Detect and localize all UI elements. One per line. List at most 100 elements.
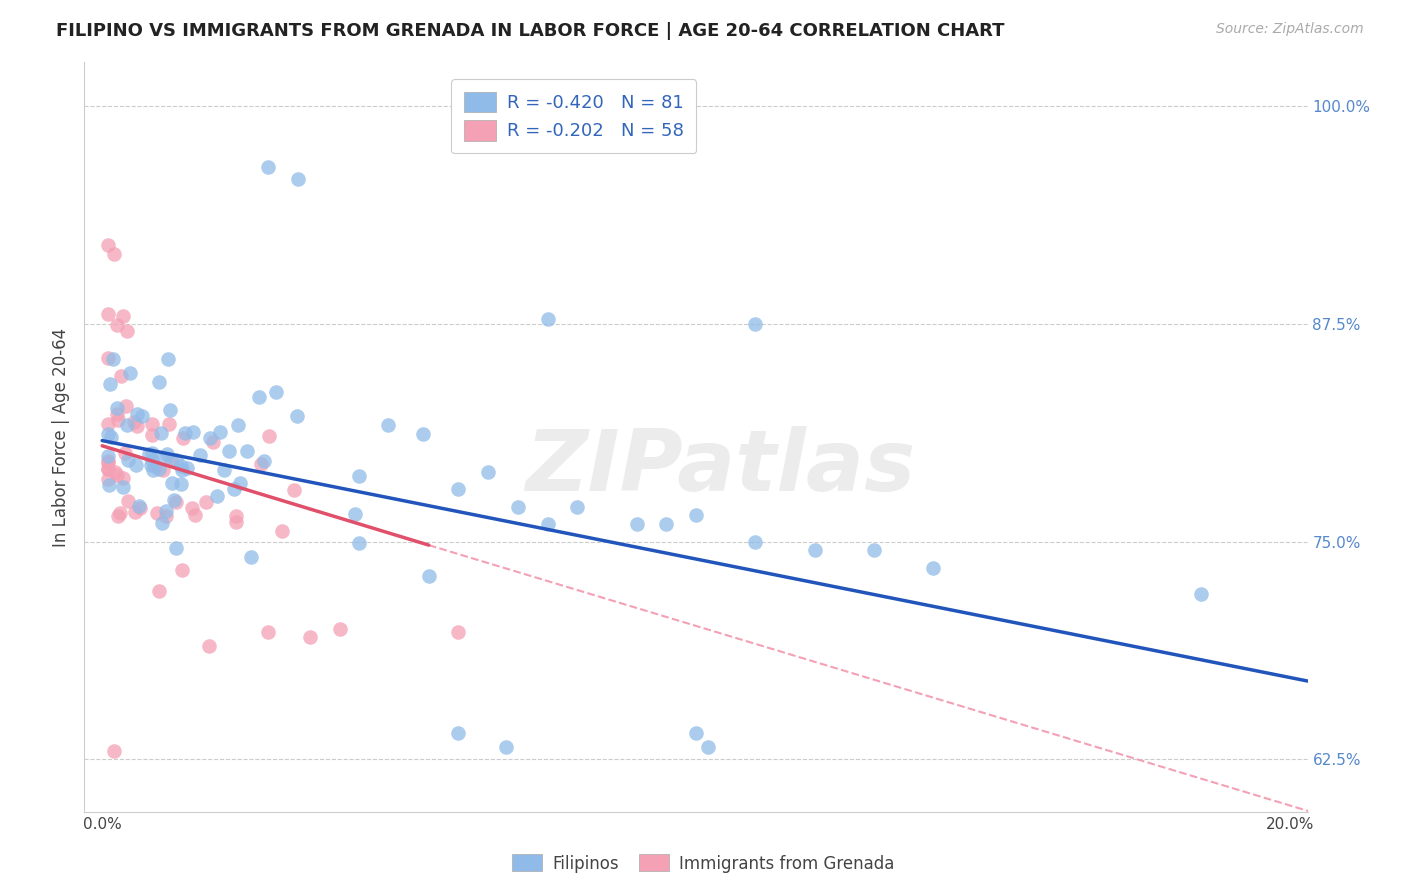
Point [115, 418, 138, 433]
Point [148, 461, 170, 475]
Point [97, 307, 120, 321]
Point [188, 448, 211, 462]
Legend: R = -0.420   N = 81, R = -0.202   N = 58: R = -0.420 N = 81, R = -0.202 N = 58 [451, 79, 696, 153]
Point [105, 468, 128, 483]
Point [97, 462, 120, 476]
Point [329, 622, 352, 636]
Point [124, 415, 146, 429]
Point [156, 351, 179, 366]
Point [495, 740, 517, 755]
Point [285, 409, 308, 423]
Point [103, 247, 125, 261]
Point [165, 495, 187, 509]
Point [170, 477, 193, 491]
Point [131, 409, 153, 423]
Point [863, 543, 886, 558]
Point [626, 517, 648, 532]
Point [184, 508, 207, 523]
Point [107, 413, 129, 427]
Y-axis label: In Labor Force | Age 20-64: In Labor Force | Age 20-64 [52, 327, 70, 547]
Point [477, 465, 499, 479]
Point [172, 431, 194, 445]
Point [159, 453, 181, 467]
Point [97, 454, 120, 468]
Point [120, 366, 142, 380]
Point [377, 417, 399, 432]
Text: ZIPatlas: ZIPatlas [526, 425, 915, 508]
Point [98, 376, 121, 391]
Point [447, 625, 470, 640]
Text: FILIPINO VS IMMIGRANTS FROM GRENADA IN LABOR FORCE | AGE 20-64 CORRELATION CHART: FILIPINO VS IMMIGRANTS FROM GRENADA IN L… [56, 22, 1005, 40]
Point [152, 463, 174, 477]
Point [160, 476, 183, 491]
Point [205, 489, 228, 503]
Point [129, 500, 152, 515]
Point [97, 449, 120, 463]
Point [447, 726, 470, 740]
Point [170, 563, 193, 577]
Point [1189, 587, 1212, 601]
Point [105, 318, 128, 332]
Point [107, 508, 129, 523]
Point [170, 463, 193, 477]
Point [250, 458, 273, 472]
Point [127, 419, 149, 434]
Point [298, 631, 321, 645]
Point [97, 351, 120, 366]
Point [149, 426, 172, 441]
Point [159, 403, 181, 417]
Point [110, 369, 132, 384]
Point [264, 385, 287, 400]
Point [412, 427, 434, 442]
Point [225, 508, 247, 523]
Point [506, 500, 529, 514]
Point [97, 238, 120, 252]
Point [141, 453, 163, 467]
Point [146, 506, 169, 520]
Point [235, 444, 257, 458]
Point [148, 376, 170, 390]
Point [100, 430, 122, 444]
Point [283, 483, 305, 497]
Point [98, 478, 121, 492]
Point [141, 427, 163, 442]
Point [115, 399, 138, 413]
Point [567, 500, 589, 514]
Point [198, 431, 221, 445]
Point [447, 483, 470, 497]
Point [347, 536, 370, 550]
Point [128, 499, 150, 513]
Point [163, 493, 186, 508]
Point [271, 524, 294, 538]
Point [142, 462, 165, 476]
Point [156, 447, 179, 461]
Point [153, 452, 176, 467]
Point [139, 458, 162, 472]
Point [105, 407, 128, 421]
Point [112, 480, 135, 494]
Point [257, 428, 280, 442]
Point [155, 509, 177, 524]
Point [247, 390, 270, 404]
Point [225, 515, 247, 529]
Point [155, 504, 177, 518]
Point [170, 458, 193, 473]
Point [696, 740, 718, 755]
Point [114, 446, 136, 460]
Point [287, 172, 309, 186]
Point [176, 461, 198, 475]
Point [218, 444, 240, 458]
Point [803, 543, 825, 558]
Point [744, 534, 766, 549]
Point [212, 463, 235, 477]
Text: Source: ZipAtlas.com: Source: ZipAtlas.com [1216, 22, 1364, 37]
Point [166, 453, 188, 467]
Point [143, 458, 166, 473]
Point [180, 500, 202, 515]
Point [201, 435, 224, 450]
Point [165, 541, 187, 556]
Point [226, 418, 249, 433]
Point [209, 425, 232, 440]
Point [111, 470, 134, 484]
Point [97, 456, 120, 470]
